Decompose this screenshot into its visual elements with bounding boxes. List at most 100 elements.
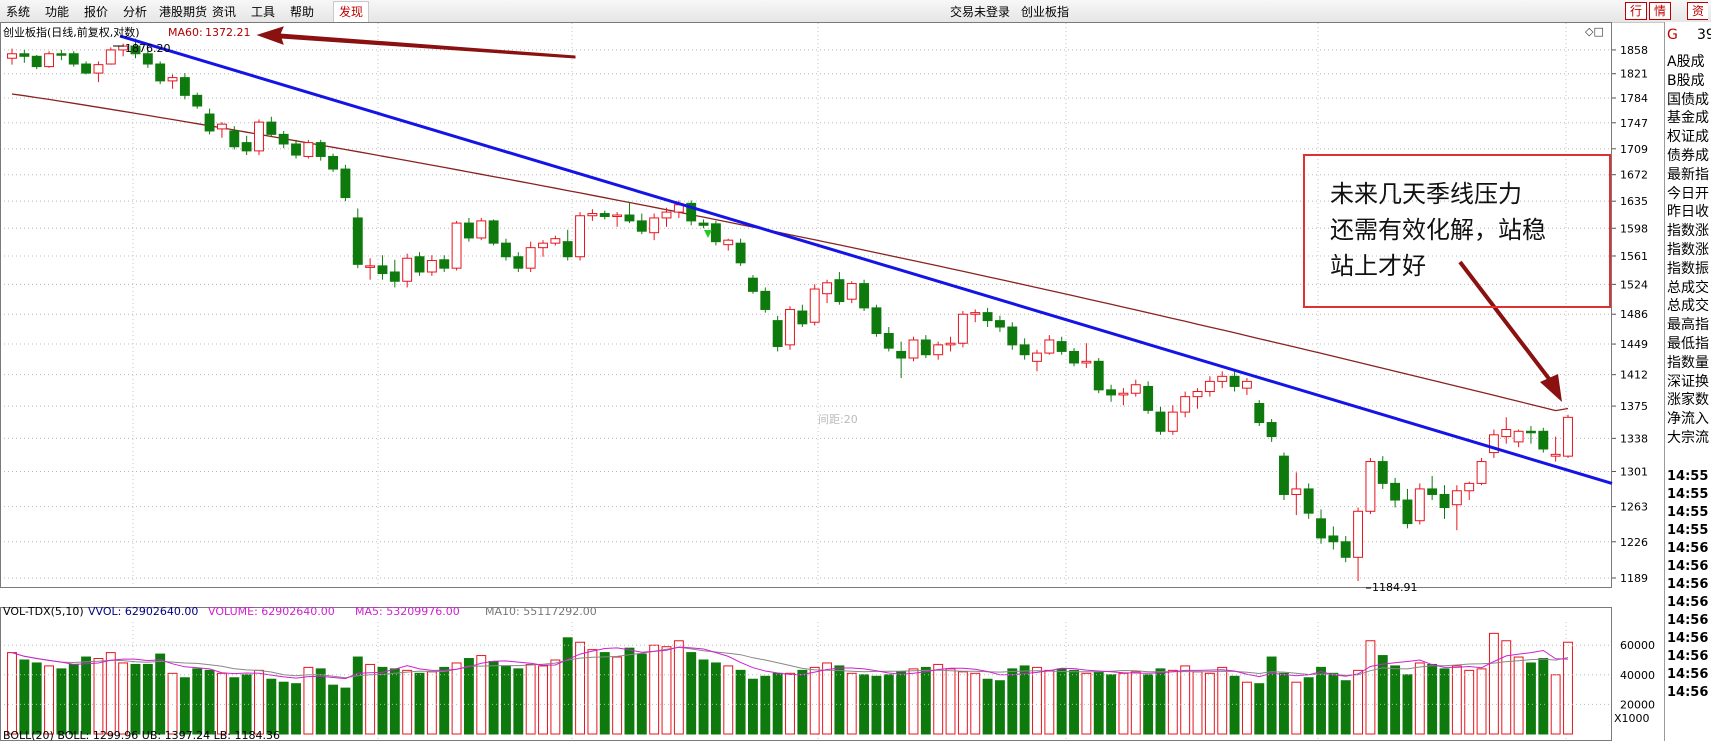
- candle-body: [291, 143, 301, 156]
- volume-bar: [1044, 669, 1055, 735]
- panel-time: 14:56: [1667, 613, 1709, 628]
- candle-body: [525, 247, 536, 269]
- menu-item-5[interactable]: 资讯: [212, 5, 237, 19]
- volume-bar: [1402, 674, 1413, 735]
- trendline: [119, 34, 1613, 485]
- vvol-label: VVOL: 62902640.00: [88, 605, 198, 618]
- quote-button-1[interactable]: 行: [1625, 2, 1648, 20]
- candle-body: [1155, 411, 1166, 432]
- volume-bar: [723, 665, 734, 735]
- volume-bar: [686, 652, 697, 735]
- candle-body: [1229, 375, 1240, 387]
- volume-bar: [303, 666, 314, 735]
- annotation-arrow-icon: [1458, 260, 1555, 386]
- panel-label: 总成交: [1667, 298, 1709, 315]
- volume-bar: [982, 678, 993, 735]
- info-button[interactable]: 资: [1687, 2, 1709, 20]
- candle-body: [1180, 396, 1191, 413]
- candle-body: [31, 55, 42, 68]
- vol-title: VOL-TDX(5,10): [3, 605, 84, 618]
- volume-bar: [1056, 668, 1067, 735]
- volume-bar: [1513, 656, 1524, 735]
- panel-label: 净流入: [1667, 411, 1709, 428]
- candle-body: [451, 222, 462, 269]
- volume-bar: [254, 669, 264, 735]
- volume-bar: [1180, 665, 1191, 735]
- candle-body: [1291, 488, 1302, 495]
- ma5-vol-label: MA5: 53209976.00: [355, 605, 460, 618]
- price-tick-label: 1412: [1620, 369, 1648, 382]
- candle-body: [538, 242, 548, 249]
- candle-body: [204, 113, 215, 132]
- candle-body: [871, 307, 882, 334]
- candle-body: [1427, 488, 1438, 495]
- volume-bar: [575, 641, 586, 735]
- candle-body: [1513, 430, 1524, 443]
- login-status[interactable]: 交易未登录: [950, 5, 1011, 19]
- volume-bar: [451, 662, 462, 735]
- menu-item-1[interactable]: 功能: [45, 5, 70, 19]
- volume-bar: [1488, 632, 1499, 735]
- annotation-line-3: 站上才好: [1330, 252, 1426, 280]
- volume-tick-label: 20000: [1620, 698, 1655, 711]
- candle-body: [56, 53, 67, 56]
- volume-bar: [1316, 666, 1326, 735]
- candle-body: [1550, 453, 1561, 457]
- price-tick-label: 1263: [1620, 501, 1648, 514]
- volume-bar: [970, 672, 981, 735]
- annotation-line-2: 还需有效化解，站稳: [1330, 216, 1546, 244]
- candle-body: [994, 320, 1005, 328]
- volume-bar: [142, 663, 153, 735]
- volume-bar: [562, 637, 573, 735]
- volume-bar: [525, 663, 536, 735]
- menu-item-3[interactable]: 分析: [123, 5, 148, 19]
- menu-item-4[interactable]: 港股期货: [159, 5, 208, 19]
- volume-bar: [19, 659, 30, 735]
- panel-label: 基金成: [1667, 110, 1709, 127]
- window-controls-icon[interactable]: ◇□: [1585, 25, 1604, 38]
- candle-body: [933, 344, 944, 356]
- menu-item-6[interactable]: 工具: [251, 5, 276, 19]
- ma60-label: MA60:: [168, 26, 203, 39]
- volume-bar: [920, 666, 931, 735]
- price-tick-label: 1635: [1620, 195, 1648, 208]
- vol-unit: X1000: [1614, 712, 1650, 725]
- volume-bar: [1439, 668, 1450, 735]
- candle-body: [229, 130, 240, 148]
- volume-bar: [1266, 656, 1277, 735]
- candle-body: [1167, 411, 1178, 432]
- volume-bar: [760, 675, 771, 735]
- menu-item-7[interactable]: 帮助: [290, 5, 315, 19]
- candle-body: [1303, 488, 1314, 514]
- price-tick-label: 1784: [1620, 92, 1648, 105]
- volume-bar: [587, 649, 598, 735]
- candle-body: [377, 265, 388, 275]
- main-plot-frame: [0, 22, 1612, 588]
- menu-item-discover[interactable]: 发现: [333, 1, 370, 22]
- volume-bar: [291, 683, 301, 735]
- volume-bar: [192, 668, 203, 735]
- volume-bar: [377, 666, 388, 735]
- volume-bar: [130, 663, 141, 735]
- candle-body: [1353, 510, 1364, 558]
- panel-label: 最高指: [1667, 317, 1709, 334]
- candle-body: [920, 339, 931, 356]
- panel-label: 最低指: [1667, 336, 1709, 352]
- candle-body: [414, 256, 425, 273]
- candle-body: [624, 214, 635, 222]
- chart-area[interactable]: 1858 1821 1784 1747 1709 1672 1635 1598 1561 1524…: [0, 22, 1664, 741]
- candle-body: [513, 256, 524, 269]
- volume-bar: [1093, 671, 1104, 735]
- volume-bar: [1229, 675, 1240, 735]
- volume-bar: [1353, 669, 1364, 735]
- high-marker: 1876.20: [125, 42, 171, 55]
- quote-button-2[interactable]: 情: [1649, 2, 1672, 20]
- volume-bar: [710, 662, 721, 735]
- volume-bar: [1118, 672, 1129, 735]
- menu-item-2[interactable]: 报价: [84, 5, 109, 19]
- price-tick-label: 1189: [1620, 572, 1648, 585]
- panel-time: 14:56: [1667, 577, 1709, 592]
- volume-bar: [1526, 662, 1536, 735]
- candle-body: [1365, 461, 1376, 512]
- menu-item-0[interactable]: 系统: [6, 5, 31, 19]
